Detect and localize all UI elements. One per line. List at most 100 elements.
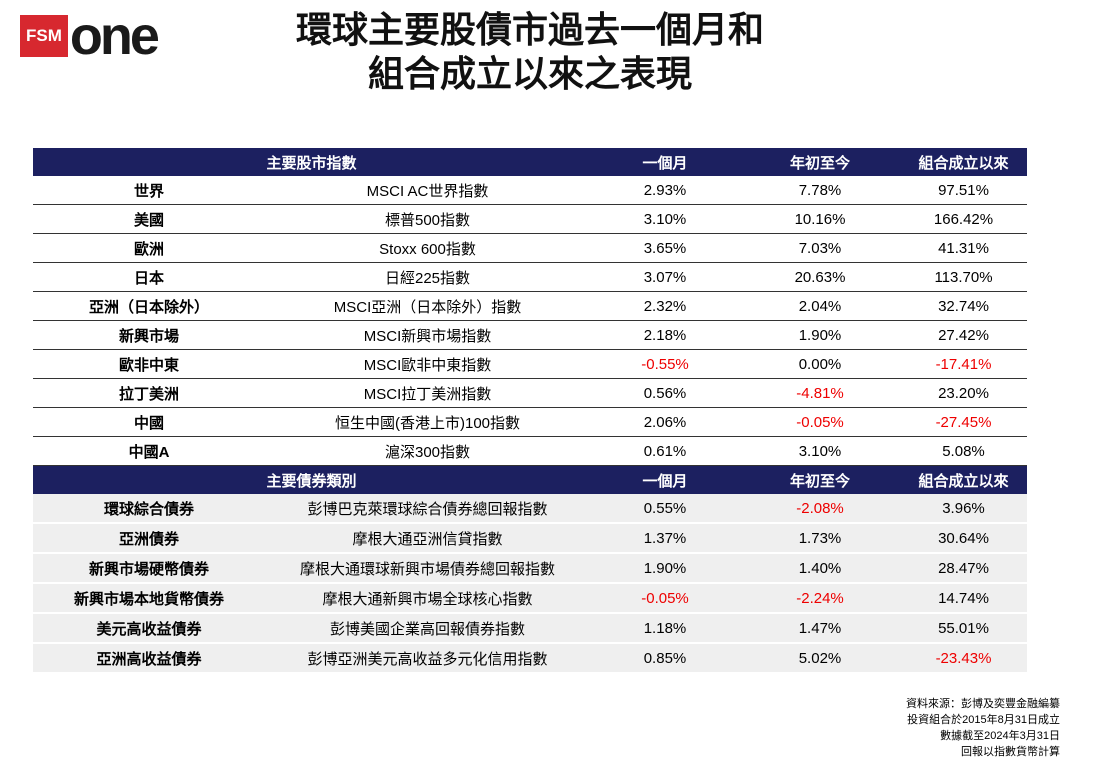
value-cell: 55.01% <box>900 613 1027 644</box>
value-cell: -27.45% <box>900 407 1027 437</box>
value-cell: 5.08% <box>900 436 1027 466</box>
note: 投資組合於2015年8月31日成立 <box>907 714 1060 726</box>
header-cell: 組合成立以來 <box>900 148 1027 176</box>
header-cell: 組合成立以來 <box>900 465 1027 494</box>
index-name: 彭博巴克萊環球綜合債券總回報指數 <box>265 494 590 524</box>
row-label: 世界 <box>33 176 265 205</box>
row: 新興市場 MSCI新興市場指數 2.18% 1.90% 27.42% <box>33 320 1027 350</box>
header-cell: 一個月 <box>590 465 740 494</box>
row-label: 環球綜合債券 <box>33 494 265 524</box>
value-cell: 14.74% <box>900 583 1027 614</box>
row-label: 歐非中東 <box>33 349 265 379</box>
index-name: Stoxx 600指數 <box>265 233 590 263</box>
value-cell: -2.24% <box>740 583 900 614</box>
title-line: 環球主要股債市過去一個月和 <box>295 9 764 50</box>
value-cell: 32.74% <box>900 291 1027 321</box>
row-label: 歐洲 <box>33 233 265 263</box>
header-row: 主要債券類別 一個月 年初至今 組合成立以來 <box>33 465 1027 494</box>
index-name: 摩根大通環球新興市場債券總回報指數 <box>265 553 590 584</box>
value-cell: 1.90% <box>740 320 900 350</box>
value-cell: 97.51% <box>900 176 1027 205</box>
value-cell: 41.31% <box>900 233 1027 263</box>
value-cell: 2.18% <box>590 320 740 350</box>
value-cell: -17.41% <box>900 349 1027 379</box>
row: 亞洲高收益債券 彭博亞洲美元高收益多元化信用指數 0.85% 5.02% -23.43% <box>33 643 1027 674</box>
index-name: 摩根大通新興市場全球核心指數 <box>265 583 590 614</box>
header-cell: 年初至今 <box>740 465 900 494</box>
value-cell: 7.78% <box>740 176 900 205</box>
index-name: 滬深300指數 <box>265 436 590 466</box>
row: 新興市場本地貨幣債券 摩根大通新興市場全球核心指數 -0.05% -2.24% 14.7… <box>33 583 1027 614</box>
row-label: 新興市場硬幣債券 <box>33 553 265 584</box>
value-cell: 0.55% <box>590 494 740 524</box>
value-cell: 30.64% <box>900 523 1027 554</box>
value-cell: 0.61% <box>590 436 740 466</box>
header-cell: 主要股市指數 <box>33 148 590 176</box>
row: 日本 日經225指數 3.07% 20.63% 113.70% <box>33 262 1027 292</box>
row-label: 拉丁美洲 <box>33 378 265 408</box>
index-name: MSCI亞洲（日本除外）指數 <box>265 291 590 321</box>
row: 美元高收益債券 彭博美國企業高回報債券指數 1.18% 1.47% 55.01% <box>33 613 1027 644</box>
index-name: 日經225指數 <box>265 262 590 292</box>
row: 世界 MSCI AC世界指數 2.93% 7.78% 97.51% <box>33 176 1027 205</box>
header-cell: 主要債券類別 <box>33 465 590 494</box>
value-cell: 2.32% <box>590 291 740 321</box>
value-cell: -0.05% <box>590 583 740 614</box>
row-label: 美元高收益債券 <box>33 613 265 644</box>
index-name: 彭博美國企業高回報債券指數 <box>265 613 590 644</box>
row: 歐非中東 MSCI歐非中東指數 -0.55% 0.00% -17.41% <box>33 349 1027 379</box>
value-cell: 1.90% <box>590 553 740 584</box>
value-cell: 23.20% <box>900 378 1027 408</box>
row: 中國 恒生中國(香港上市)100指數 2.06% -0.05% -27.45% <box>33 407 1027 437</box>
value-cell: 3.10% <box>740 436 900 466</box>
title: 環球主要股債市過去一個月和 組合成立以來之表現 <box>230 8 830 96</box>
value-cell: 20.63% <box>740 262 900 292</box>
row-label: 新興市場本地貨幣債券 <box>33 583 265 614</box>
logo: FSM one <box>20 9 160 63</box>
table: 主要股市指數 一個月 年初至今 組合成立以來 世界 MSCI AC世界指數 2.93% 7.7… <box>33 148 1027 674</box>
value-cell: -23.43% <box>900 643 1027 674</box>
value-cell: 2.06% <box>590 407 740 437</box>
value-cell: 1.18% <box>590 613 740 644</box>
index-name: 恒生中國(香港上市)100指數 <box>265 407 590 437</box>
row-label: 日本 <box>33 262 265 292</box>
row: 美國 標普500指數 3.10% 10.16% 166.42% <box>33 204 1027 234</box>
index-name: 標普500指數 <box>265 204 590 234</box>
index-name: 摩根大通亞洲信貸指數 <box>265 523 590 554</box>
header-cell: 一個月 <box>590 148 740 176</box>
value-cell: 0.00% <box>740 349 900 379</box>
row-label: 亞洲（日本除外） <box>33 291 265 321</box>
value-cell: 27.42% <box>900 320 1027 350</box>
logo-brand: FSM <box>20 15 68 57</box>
row-label: 中國 <box>33 407 265 437</box>
value-cell: 1.40% <box>740 553 900 584</box>
notes: 資料來源：彭博及奕豐金融編纂 投資組合於2015年8月31日成立 數據截至2024年… <box>906 696 1060 760</box>
value-cell: 3.07% <box>590 262 740 292</box>
value-cell: -4.81% <box>740 378 900 408</box>
value-cell: 2.93% <box>590 176 740 205</box>
row-label: 中國A <box>33 436 265 466</box>
row: 亞洲債券 摩根大通亞洲信貸指數 1.37% 1.73% 30.64% <box>33 523 1027 554</box>
row-label: 美國 <box>33 204 265 234</box>
row: 亞洲（日本除外） MSCI亞洲（日本除外）指數 2.32% 2.04% 32.74% <box>33 291 1027 321</box>
value-cell: 3.10% <box>590 204 740 234</box>
index-name: 彭博亞洲美元高收益多元化信用指數 <box>265 643 590 674</box>
value-cell: 1.73% <box>740 523 900 554</box>
header-cell: 年初至今 <box>740 148 900 176</box>
index-name: MSCI新興市場指數 <box>265 320 590 350</box>
value-cell: -0.55% <box>590 349 740 379</box>
row-label: 新興市場 <box>33 320 265 350</box>
index-name: MSCI拉丁美洲指數 <box>265 378 590 408</box>
value-cell: -2.08% <box>740 494 900 524</box>
note: 回報以指數貨幣計算 <box>961 746 1060 758</box>
value-cell: 166.42% <box>900 204 1027 234</box>
row: 環球綜合債券 彭博巴克萊環球綜合債券總回報指數 0.55% -2.08% 3.96% <box>33 494 1027 524</box>
value-cell: 28.47% <box>900 553 1027 584</box>
value-cell: 113.70% <box>900 262 1027 292</box>
title-line: 組合成立以來之表現 <box>367 53 692 94</box>
value-cell: 10.16% <box>740 204 900 234</box>
value-cell: -0.05% <box>740 407 900 437</box>
value-cell: 5.02% <box>740 643 900 674</box>
index-name: MSCI歐非中東指數 <box>265 349 590 379</box>
